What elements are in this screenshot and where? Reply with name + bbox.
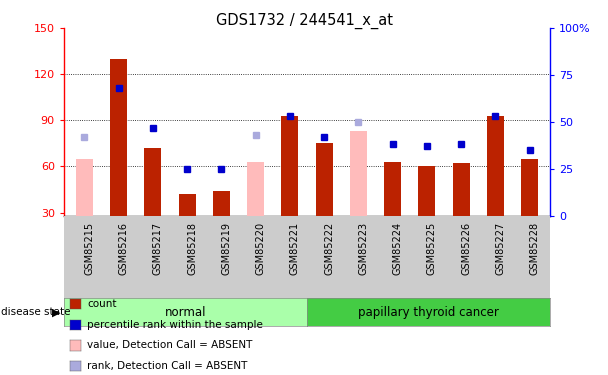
Bar xyxy=(282,116,299,216)
Text: GSM85227: GSM85227 xyxy=(496,222,505,276)
Text: normal: normal xyxy=(165,306,206,319)
Text: GSM85215: GSM85215 xyxy=(85,222,94,275)
Text: disease state: disease state xyxy=(1,307,71,317)
Text: GSM85228: GSM85228 xyxy=(530,222,540,275)
Text: GSM85224: GSM85224 xyxy=(393,222,402,275)
Text: GSM85216: GSM85216 xyxy=(119,222,129,275)
Text: value, Detection Call = ABSENT: value, Detection Call = ABSENT xyxy=(87,340,252,350)
Text: GSM85219: GSM85219 xyxy=(221,222,232,275)
Text: papillary thyroid cancer: papillary thyroid cancer xyxy=(358,306,499,319)
Bar xyxy=(213,191,230,216)
Text: GSM85223: GSM85223 xyxy=(359,222,368,275)
Text: GSM85226: GSM85226 xyxy=(461,222,471,275)
Bar xyxy=(144,148,162,216)
Bar xyxy=(179,194,196,216)
Text: GSM85220: GSM85220 xyxy=(255,222,266,275)
Text: percentile rank within the sample: percentile rank within the sample xyxy=(87,320,263,330)
Text: GSM85221: GSM85221 xyxy=(290,222,300,275)
Bar xyxy=(110,59,127,216)
Bar xyxy=(384,162,401,216)
Bar xyxy=(418,166,435,216)
Text: count: count xyxy=(87,299,117,309)
Bar xyxy=(452,164,470,216)
Bar xyxy=(521,159,538,216)
Text: GSM85222: GSM85222 xyxy=(324,222,334,276)
Bar xyxy=(76,159,93,216)
Text: ▶: ▶ xyxy=(52,307,60,317)
Text: GDS1732 / 244541_x_at: GDS1732 / 244541_x_at xyxy=(215,13,393,29)
Bar xyxy=(247,162,264,216)
Bar xyxy=(487,116,504,216)
Text: GSM85218: GSM85218 xyxy=(187,222,197,275)
Text: GSM85217: GSM85217 xyxy=(153,222,163,275)
Bar xyxy=(316,143,333,216)
Text: rank, Detection Call = ABSENT: rank, Detection Call = ABSENT xyxy=(87,361,247,371)
Bar xyxy=(350,131,367,216)
Text: GSM85225: GSM85225 xyxy=(427,222,437,276)
